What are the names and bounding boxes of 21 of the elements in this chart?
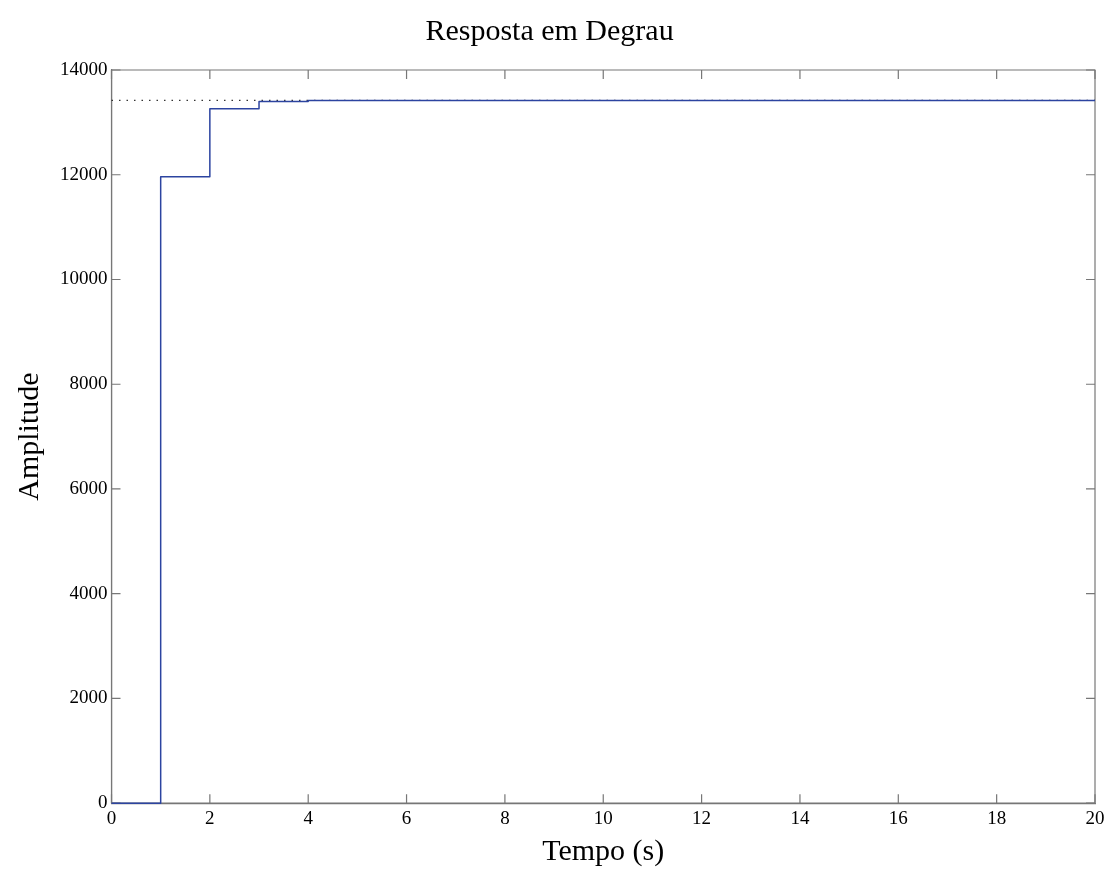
x-tick-label: 14	[790, 806, 810, 828]
y-tick-label: 12000	[60, 162, 108, 184]
y-tick-label: 2000	[69, 686, 108, 708]
x-tick-label: 4	[303, 806, 314, 828]
y-tick-label: 0	[98, 791, 108, 813]
y-axis-title: Amplitude	[10, 372, 44, 501]
x-tick-label: 8	[500, 806, 510, 828]
y-tick-label: 14000	[60, 57, 108, 79]
x-tick-label: 6	[401, 806, 412, 828]
x-axis-title: Tempo (s)	[542, 832, 665, 867]
y-tick-label: 6000	[69, 476, 108, 498]
x-tick-label: 2	[205, 806, 215, 828]
y-tick-label: 10000	[60, 267, 108, 289]
x-tick-label: 18	[987, 806, 1007, 828]
x-tick-label: 16	[888, 806, 908, 828]
x-tick-label: 10	[593, 806, 613, 828]
x-tick-label: 12	[692, 806, 712, 828]
chart-title: Resposta em Degrau	[425, 12, 674, 46]
y-tick-label: 8000	[69, 372, 108, 394]
x-tick-label: 20	[1085, 806, 1105, 828]
y-tick-label: 4000	[69, 581, 108, 603]
